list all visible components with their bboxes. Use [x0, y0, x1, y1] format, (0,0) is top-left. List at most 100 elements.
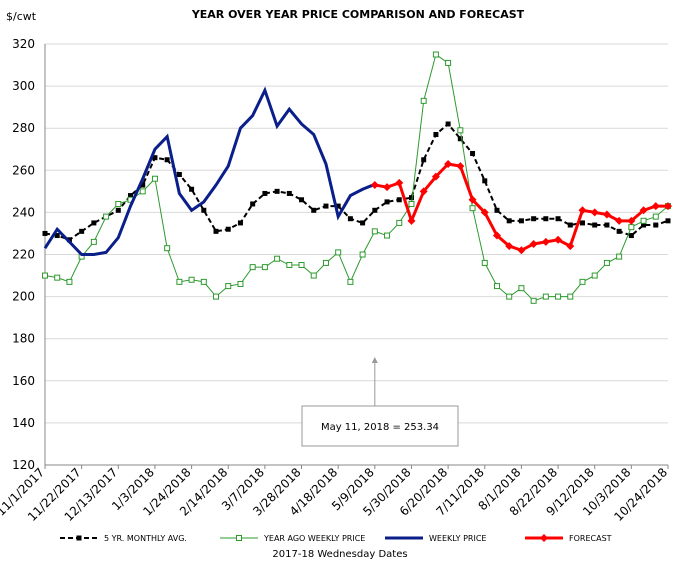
point [164, 245, 171, 252]
point [384, 199, 390, 205]
legend-label: YEAR AGO WEEKLY PRICE [263, 534, 365, 543]
point [115, 200, 122, 207]
point [665, 218, 671, 224]
point [567, 222, 573, 228]
point [433, 132, 439, 138]
series [43, 86, 376, 256]
legend-label: 5 YR. MONTHLY AVG. [104, 534, 187, 543]
y-tick-label: 260 [12, 163, 35, 177]
point [456, 162, 465, 171]
point [372, 207, 378, 213]
y-tick-label: 200 [12, 290, 35, 304]
point [360, 220, 366, 226]
point [250, 201, 256, 207]
point [395, 178, 404, 187]
point [531, 216, 537, 222]
point [249, 264, 256, 271]
point [79, 228, 85, 234]
point [66, 278, 73, 285]
point [578, 206, 587, 215]
point [237, 280, 244, 287]
point [469, 205, 476, 212]
point [543, 216, 549, 222]
point [128, 193, 134, 199]
point [579, 278, 586, 285]
point [140, 182, 146, 188]
point [383, 183, 392, 192]
point [530, 297, 537, 304]
point [615, 216, 624, 225]
point [602, 210, 611, 219]
point [457, 127, 464, 134]
point [591, 272, 598, 279]
y-tick-label: 180 [12, 332, 35, 346]
point [152, 155, 158, 161]
y-tick-label: 320 [12, 37, 35, 51]
y-tick-label: 240 [12, 205, 35, 219]
point [310, 272, 317, 279]
point [299, 197, 305, 203]
point [518, 218, 524, 224]
point [566, 242, 575, 251]
point [493, 283, 500, 290]
point [188, 276, 195, 283]
point [103, 213, 110, 220]
point [579, 220, 585, 226]
point [664, 202, 672, 211]
point [616, 228, 622, 234]
point [225, 226, 231, 232]
point [567, 293, 574, 300]
point [481, 259, 488, 266]
point [555, 293, 562, 300]
point [457, 136, 463, 142]
point [54, 233, 60, 239]
point [42, 230, 48, 236]
point [590, 208, 599, 217]
point [274, 255, 281, 262]
y-tick-label: 160 [12, 374, 35, 388]
series [42, 121, 671, 243]
line [374, 162, 668, 252]
point [335, 249, 342, 256]
x-axis-label: 2017-18 Wednesday Dates [272, 549, 407, 560]
point [420, 97, 427, 104]
point [604, 222, 610, 228]
point [370, 181, 379, 190]
chart-title: YEAR OVER YEAR PRICE COMPARISON AND FORE… [191, 8, 525, 21]
point [396, 197, 402, 203]
point [651, 202, 660, 211]
point [470, 150, 476, 156]
y-tick-label: 280 [12, 121, 35, 135]
point [237, 220, 243, 226]
point [396, 219, 403, 226]
point [628, 233, 634, 239]
point [90, 238, 97, 245]
legend-marker [236, 535, 242, 541]
point [347, 278, 354, 285]
y-tick-label: 140 [12, 416, 35, 430]
point [201, 207, 207, 213]
point [91, 220, 97, 226]
point [200, 278, 207, 285]
point [371, 228, 378, 235]
point [225, 283, 232, 290]
point [592, 222, 598, 228]
point [652, 213, 659, 220]
point [641, 222, 647, 228]
point [529, 239, 538, 248]
point [261, 264, 268, 271]
point [627, 216, 636, 225]
annotation: May 11, 2018 = 253.34 [321, 422, 439, 433]
point [408, 200, 415, 207]
point [213, 228, 219, 234]
point [554, 235, 563, 244]
point [445, 59, 452, 66]
annotation-arrowhead [371, 357, 378, 363]
y-axis-label: $/cwt [6, 10, 37, 23]
point [262, 190, 268, 196]
point [468, 195, 477, 204]
point [359, 251, 366, 258]
y-tick-label: 120 [12, 458, 35, 472]
point [445, 121, 451, 127]
